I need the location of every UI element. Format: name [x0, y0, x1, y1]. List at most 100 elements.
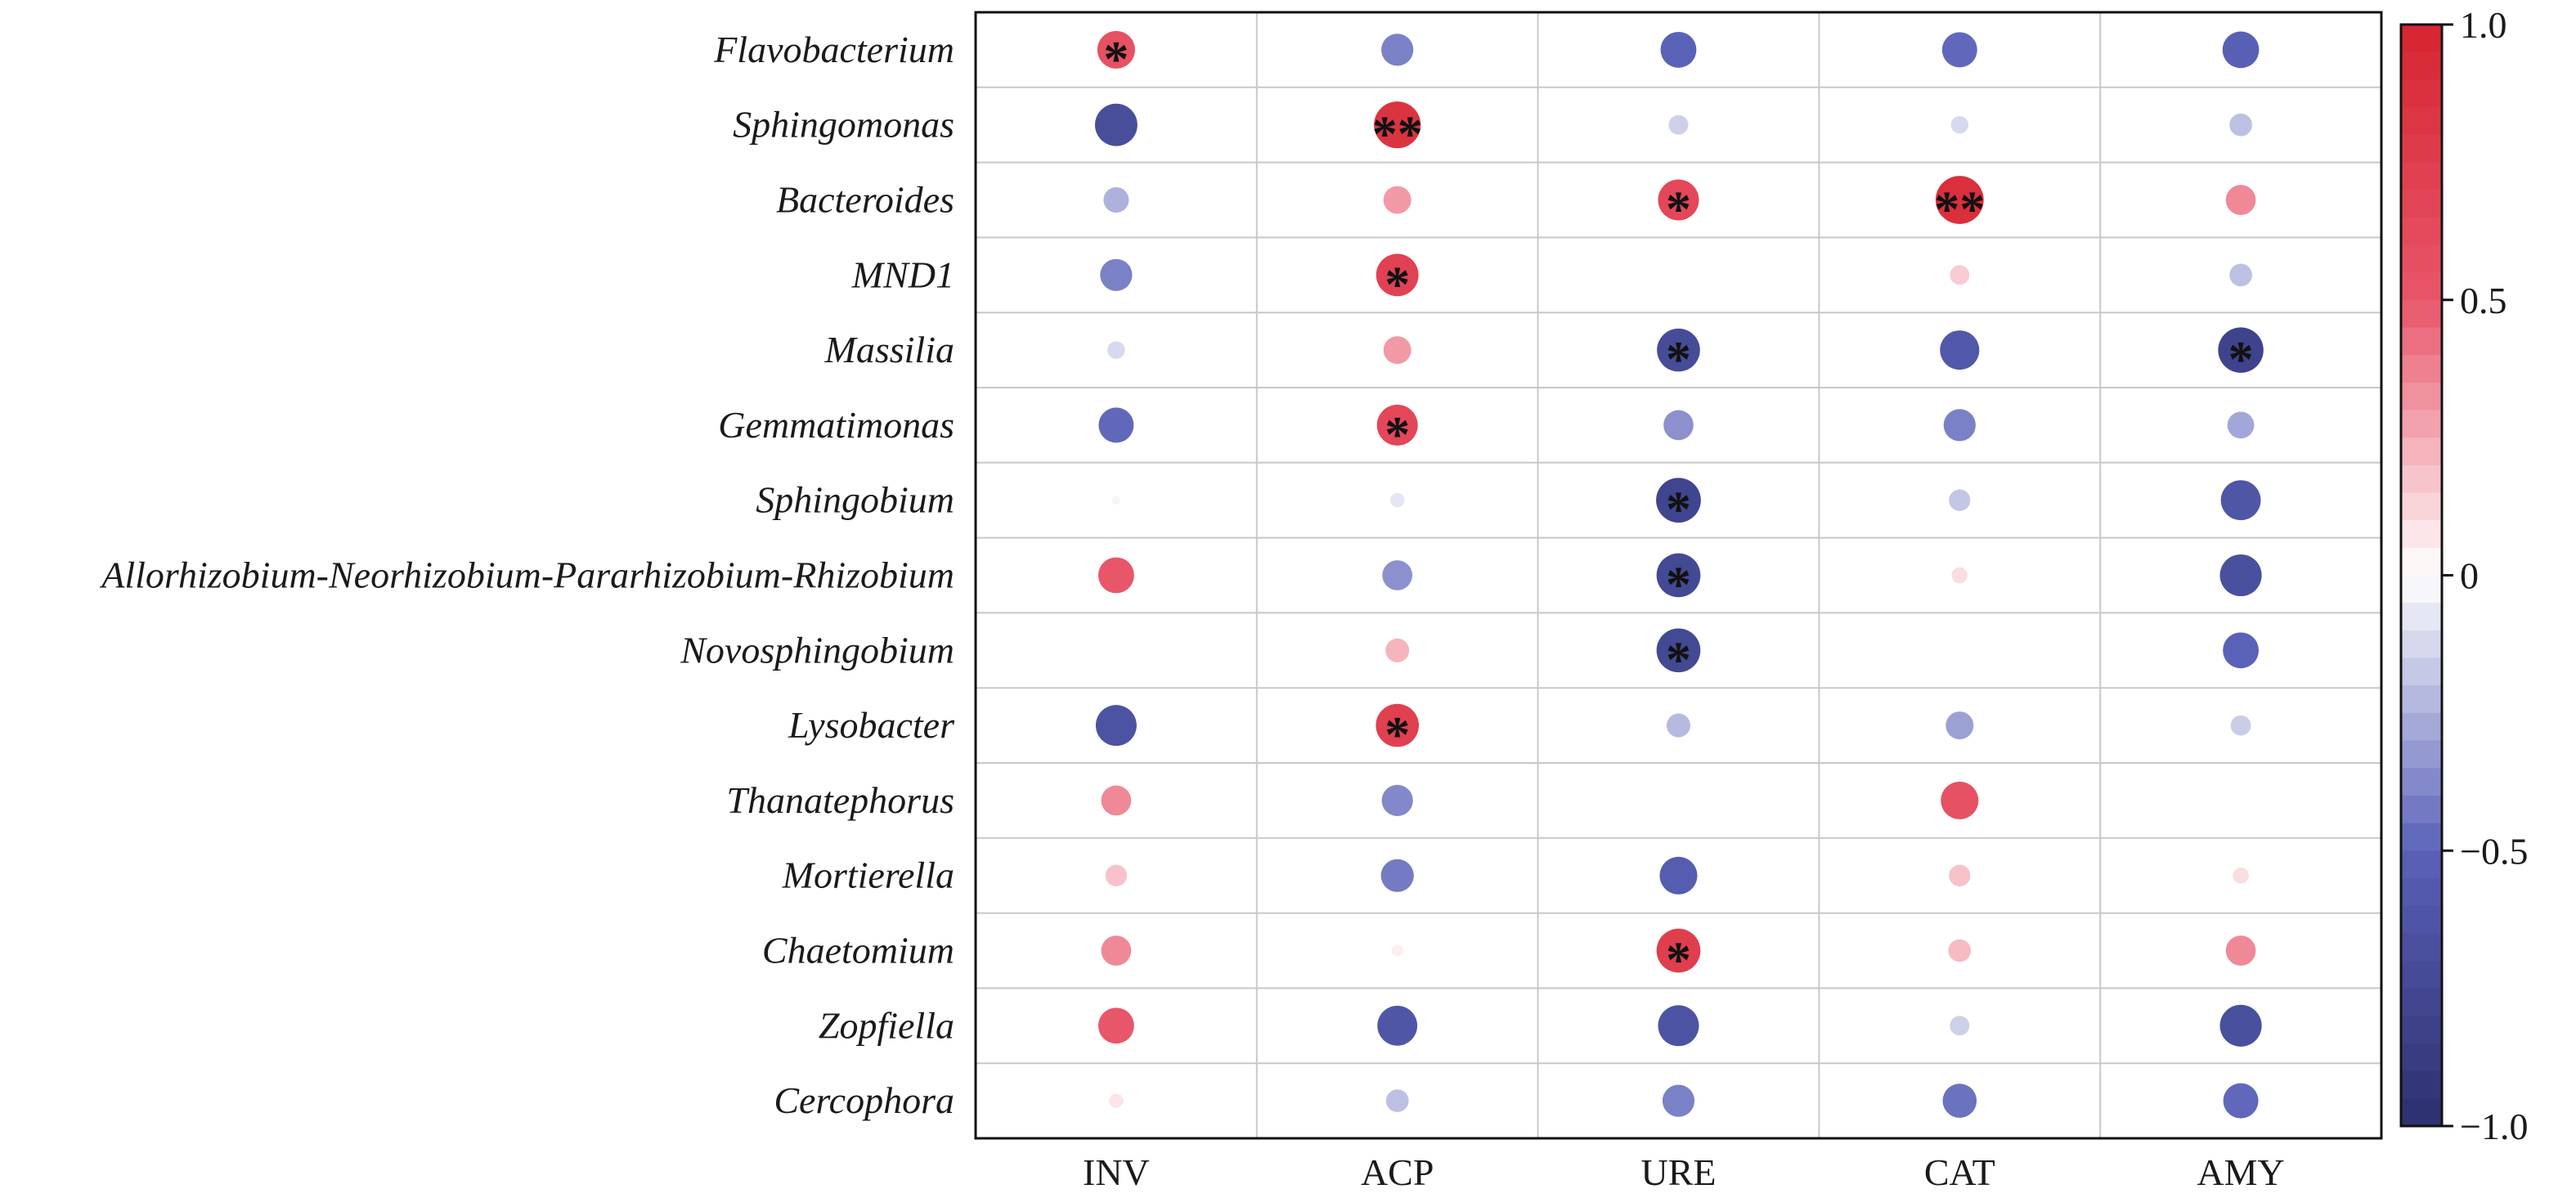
- bubble-cat-13: [1950, 1016, 1970, 1036]
- bubble-cat-14: [1942, 1084, 1977, 1118]
- bubble-cat-12: [1948, 939, 1972, 962]
- significance-layer: **** **** *******: [1103, 32, 2253, 989]
- column-label: ACP: [1361, 1151, 1434, 1193]
- bubble-acp-8: [1385, 638, 1410, 662]
- colorbar-segment: [2401, 547, 2442, 577]
- colorbar-segment: [2401, 162, 2442, 191]
- bubble-acp-12: [1391, 944, 1403, 957]
- bubble-amy-7: [2219, 554, 2262, 597]
- bubble-ure-6: [1656, 478, 1701, 523]
- bubble-inv-14: [1109, 1093, 1124, 1108]
- bubble-ure-0: [1660, 31, 1697, 68]
- bubble-inv-6: [1111, 496, 1121, 505]
- bubble-ure-5: [1663, 410, 1694, 441]
- significance-marker: *: [1666, 482, 1691, 538]
- bubble-acp-4: [1383, 336, 1411, 365]
- bubble-ure-4: [1657, 328, 1700, 372]
- bubble-amy-8: [2223, 632, 2260, 669]
- bubble-ure-7: [1656, 553, 1701, 598]
- colorbar-segment: [2401, 355, 2442, 384]
- plot-frame: [974, 11, 2383, 1140]
- colorbar-segment: [2401, 768, 2442, 796]
- bubble-ure-11: [1659, 856, 1698, 895]
- significance-marker: **: [1372, 107, 1423, 163]
- bubble-acp-5: [1376, 404, 1418, 446]
- bubble-inv-2: [1103, 187, 1129, 213]
- bubble-cat-0: [1941, 32, 1977, 68]
- column-label: INV: [1083, 1151, 1150, 1193]
- bubble-inv-0: [1097, 30, 1135, 69]
- significance-marker: *: [1384, 407, 1410, 463]
- row-label: Novosphingobium: [680, 629, 954, 671]
- colorbar-segment: [2401, 464, 2442, 494]
- significance-marker: **: [1934, 182, 1985, 238]
- column-label: CAT: [1924, 1151, 1995, 1193]
- bubble-amy-9: [2230, 715, 2251, 736]
- bubble-amy-4: [2218, 327, 2264, 373]
- bubble-acp-0: [1381, 34, 1414, 66]
- bubble-ure-14: [1662, 1084, 1695, 1117]
- bubble-inv-13: [1097, 1007, 1134, 1044]
- colorbar-segment: [2401, 850, 2442, 879]
- significance-marker: *: [1666, 182, 1691, 238]
- colorbar-segment: [2401, 712, 2442, 742]
- colorbar-segment: [2401, 327, 2442, 356]
- row-label: Bacteroides: [776, 179, 954, 221]
- colorbar-segment: [2401, 52, 2442, 80]
- significance-marker: *: [1384, 257, 1410, 312]
- bubble-amy-6: [2220, 480, 2261, 521]
- bubble-amy-2: [2225, 185, 2256, 215]
- row-label: Lysobacter: [788, 704, 955, 746]
- colorbar-segment: [2401, 437, 2442, 466]
- colorbar-segment: [2401, 933, 2442, 962]
- bubble-amy-1: [2229, 113, 2252, 137]
- colorbar-segment: [2401, 630, 2442, 659]
- bubble-amy-13: [2219, 1004, 2262, 1047]
- bubble-amy-3: [2229, 263, 2252, 287]
- bubble-inv-11: [1105, 864, 1128, 886]
- bubble-acp-6: [1389, 492, 1405, 508]
- bubble-acp-13: [1377, 1005, 1418, 1046]
- row-label: Gemmatimonas: [718, 404, 954, 446]
- bubble-amy-11: [2233, 867, 2249, 884]
- bubble-amy-12: [2225, 936, 2256, 966]
- colorbar-segment: [2401, 575, 2442, 603]
- bubble-inv-9: [1095, 705, 1137, 747]
- bubble-inv-5: [1098, 407, 1134, 443]
- row-label: Chaetomium: [762, 930, 954, 971]
- bubble-cat-9: [1945, 711, 1974, 740]
- colorbar-segment: [2401, 823, 2442, 851]
- bubble-cat-5: [1943, 409, 1976, 442]
- significance-marker: *: [1384, 707, 1410, 763]
- colorbar-segment: [2401, 795, 2442, 824]
- colorbar-tick-label: 1.0: [2460, 4, 2507, 46]
- bubble-inv-10: [1101, 785, 1132, 816]
- colorbar-segment: [2401, 107, 2442, 136]
- bubble-acp-7: [1382, 560, 1413, 590]
- colorbar-segment: [2401, 134, 2442, 163]
- bubble-inv-7: [1097, 557, 1134, 594]
- colorbar-segment: [2401, 217, 2442, 245]
- colorbar-segment: [2401, 1043, 2442, 1072]
- bubble-ure-8: [1656, 628, 1701, 673]
- colorbar-segment: [2401, 410, 2442, 438]
- bubble-ure-2: [1658, 179, 1699, 221]
- bubble-amy-14: [2223, 1083, 2259, 1119]
- row-label: Flavobacterium: [713, 29, 954, 70]
- colorbar-segment: [2401, 905, 2442, 934]
- colorbar-segment: [2401, 1070, 2442, 1099]
- row-label: Sphingomonas: [733, 104, 954, 146]
- colorbar-segment: [2401, 1098, 2442, 1127]
- colorbar-segment: [2401, 1016, 2442, 1044]
- row-labels: Flavobacterium Sphingomonas Bacteroides MND…: [99, 29, 955, 1121]
- significance-marker: *: [2228, 332, 2254, 388]
- row-label: Cercophora: [774, 1079, 954, 1121]
- bubble-acp-3: [1376, 254, 1419, 297]
- bubble-ure-13: [1658, 1005, 1699, 1047]
- colorbar-segment: [2401, 603, 2442, 631]
- bubble-cat-2: [1935, 176, 1984, 224]
- grid-lines: [976, 12, 2381, 1138]
- row-label: Allorhizobium-Neorhizobium-Pararhizobium…: [99, 554, 954, 596]
- bubble-inv-4: [1107, 341, 1125, 359]
- bubble-cat-3: [1950, 265, 1970, 285]
